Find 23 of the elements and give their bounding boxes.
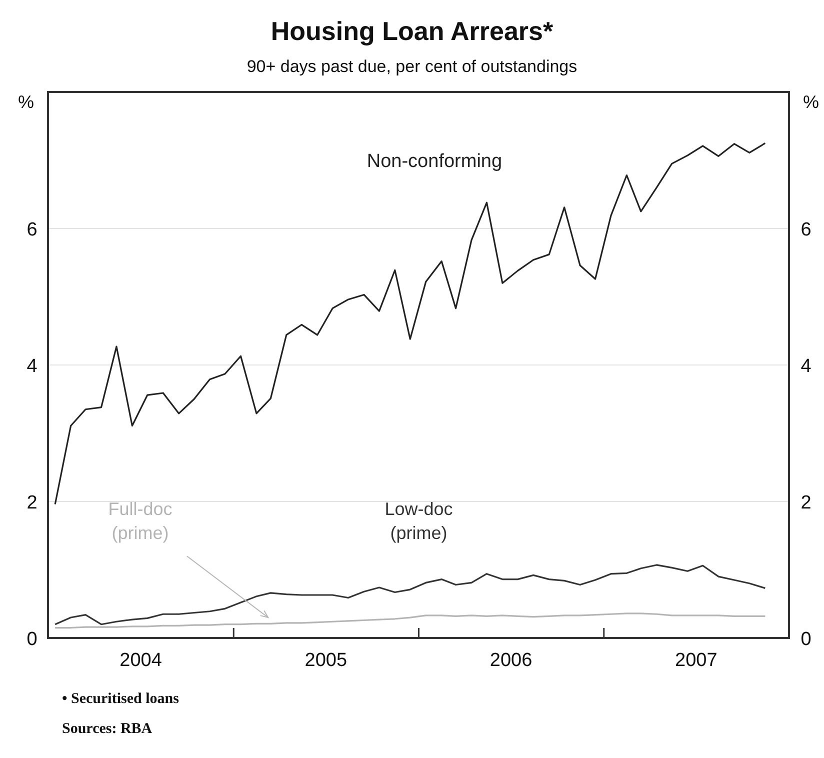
x-tick-label: 2006 xyxy=(490,650,532,671)
chart-subtitle: 90+ days past due, per cent of outstandings xyxy=(246,57,578,76)
y-tick-label: 0 xyxy=(26,629,38,650)
x-tick-label: 2005 xyxy=(304,650,348,671)
x-tick-label: 2004 xyxy=(120,650,162,671)
text: Low-doc (prime) xyxy=(384,499,453,544)
y-axis-title: % xyxy=(18,92,34,112)
line-series xyxy=(54,564,766,626)
y-tick-label: 2 xyxy=(26,492,38,514)
y-tick-label: 4 xyxy=(26,356,38,377)
y-tick-label: 6 xyxy=(26,220,38,240)
y2-tick-label: 2 xyxy=(800,492,812,514)
y2-axis-title: % xyxy=(802,92,820,112)
y2-tick-label: 6 xyxy=(800,220,812,240)
x-tick-label: 2007 xyxy=(675,650,718,671)
y2-tick-label: 0 xyxy=(800,629,812,650)
text: • Securitised loans xyxy=(62,691,180,707)
text: Full-doc (prime) xyxy=(108,499,172,544)
source-note: Sources: RBA xyxy=(62,721,152,737)
line-series xyxy=(54,612,766,629)
y2-tick-label: 4 xyxy=(800,356,812,377)
series-label: Non-conforming xyxy=(366,151,502,172)
chart-title: Housing Loan Arrears* xyxy=(270,16,554,46)
